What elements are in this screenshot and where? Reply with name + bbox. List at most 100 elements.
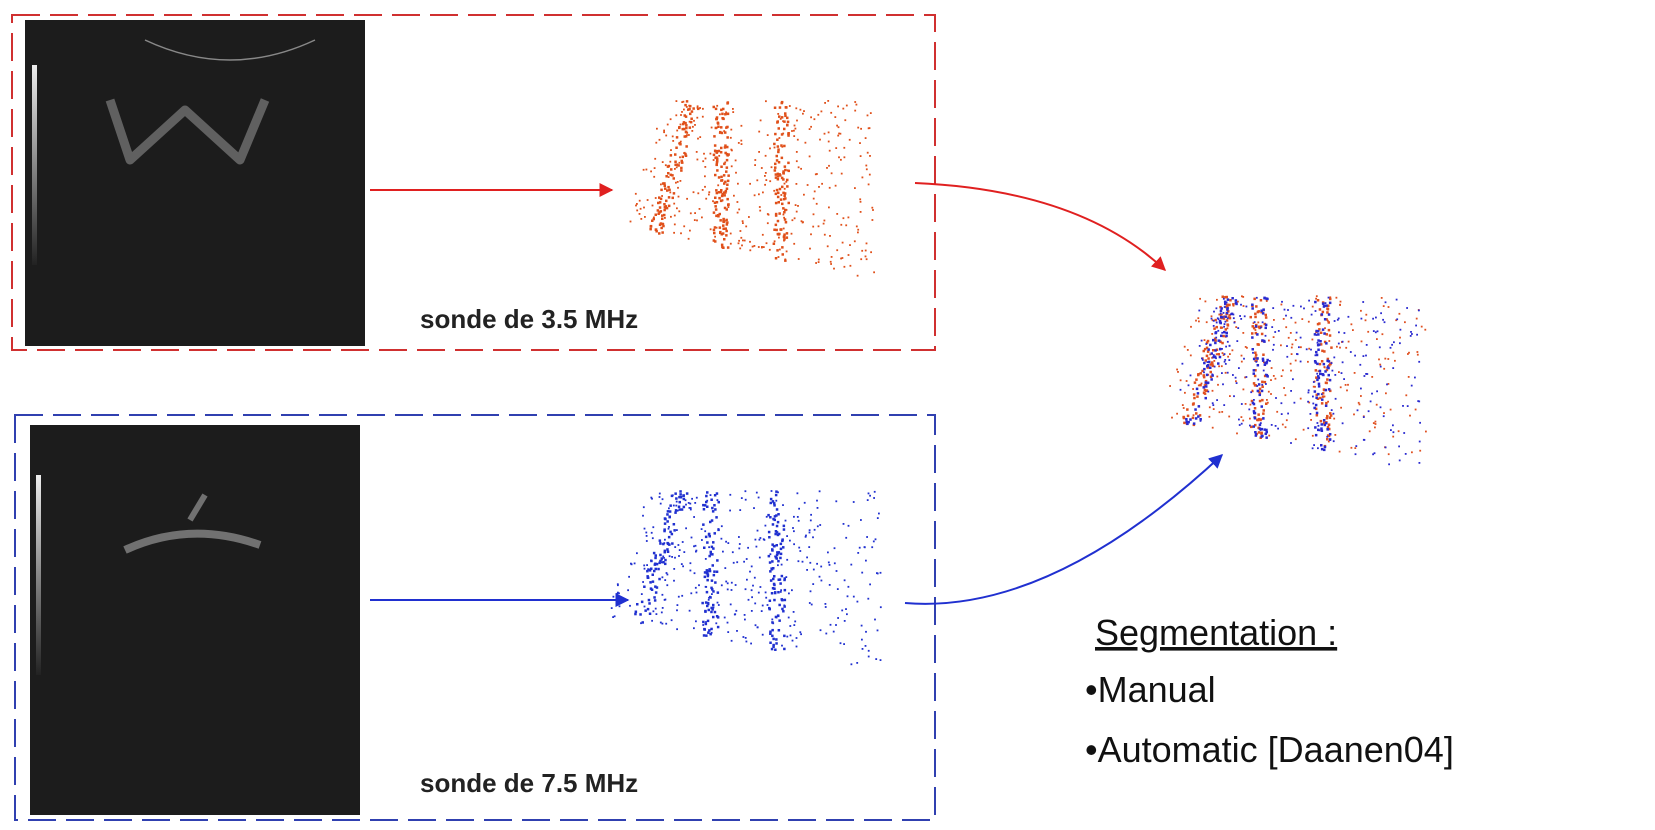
cloud-point (1265, 429, 1268, 432)
cloud-point (1354, 355, 1356, 357)
cloud-point (733, 562, 735, 564)
cloud-point (1236, 382, 1238, 384)
cloud-point (1199, 384, 1202, 387)
cloud-point (786, 636, 788, 638)
cloud-point (681, 101, 683, 103)
cloud-point (1317, 393, 1320, 396)
cloud-point (1321, 402, 1324, 405)
cloud-point (1398, 430, 1400, 432)
cloud-point (649, 581, 652, 584)
cloud-point (1326, 417, 1329, 420)
cloud-point (1409, 415, 1411, 417)
cloud-point (681, 160, 684, 163)
cloud-point (664, 559, 667, 562)
cloud-point (708, 194, 710, 196)
cloud-point (828, 132, 830, 134)
cloud-point (679, 508, 682, 511)
cloud-point (788, 202, 791, 205)
cloud-point (1240, 304, 1242, 306)
cloud-point (831, 172, 833, 174)
cloud-point (1282, 424, 1284, 426)
cloud-point (732, 108, 734, 110)
cloud-point (1372, 318, 1374, 320)
cloud-point (1333, 418, 1335, 420)
cloud-point (669, 531, 672, 534)
cloud-point (818, 261, 820, 263)
cloud-point (683, 225, 685, 227)
cloud-point (803, 194, 805, 196)
cloud-point (1363, 355, 1365, 357)
cloud-point (760, 120, 762, 122)
cloud-point (1363, 439, 1365, 441)
cloud-point (758, 151, 760, 153)
cloud-point (812, 536, 814, 538)
cloud-point (1321, 373, 1324, 376)
cloud-point (701, 217, 703, 219)
cloud-point (733, 195, 735, 197)
cloud-point (1273, 319, 1275, 321)
cloud-point (782, 546, 785, 549)
cloud-point (1225, 363, 1227, 365)
cloud-point (1418, 361, 1420, 363)
cloud-point (1342, 361, 1344, 363)
cloud-point (796, 211, 798, 213)
cloud-point (1381, 297, 1383, 299)
cloud-point (1312, 403, 1314, 405)
cloud-point (1325, 389, 1328, 392)
cloud-point (613, 596, 615, 598)
cloud-point (655, 197, 657, 199)
cloud-point (1214, 319, 1217, 322)
cloud-point (703, 634, 706, 637)
cloud-point (1383, 415, 1385, 417)
cloud-point (1194, 381, 1197, 384)
cloud-point (1405, 453, 1407, 455)
cloud-point (781, 608, 784, 611)
cloud-point (726, 136, 729, 139)
cloud-point (1317, 330, 1320, 333)
cloud-point (1328, 340, 1330, 342)
cloud-point (810, 233, 812, 235)
cloud-point (1211, 318, 1213, 320)
cloud-point (1283, 387, 1285, 389)
cloud-point (694, 572, 696, 574)
cloud-point (673, 203, 675, 205)
cloud-point (781, 177, 784, 180)
cloud-point (1373, 422, 1375, 424)
cloud-point (1206, 355, 1209, 358)
cloud-point (674, 224, 676, 226)
cloud-point (1264, 381, 1267, 384)
cloud-point (664, 579, 666, 581)
cloud-point (718, 176, 721, 179)
cloud-point (1339, 451, 1341, 453)
cloud-point (726, 198, 729, 201)
cloud-point (742, 222, 744, 224)
cloud-point (673, 177, 676, 180)
cloud-point (1329, 334, 1332, 337)
cloud-point (1382, 333, 1384, 335)
cloud-point (1209, 406, 1211, 408)
cloud-point (808, 546, 810, 548)
cloud-point (635, 205, 637, 207)
cloud-point (654, 563, 657, 566)
cloud-point (710, 587, 713, 590)
cloud-point (777, 192, 780, 195)
cloud-point (674, 546, 676, 548)
cloud-point (731, 589, 733, 591)
cloud-point (705, 558, 707, 560)
cloud-point (659, 496, 661, 498)
cloud-point (1385, 447, 1387, 449)
cloud-point (1329, 417, 1332, 420)
cloud-point (716, 164, 719, 167)
cloud-point (1300, 361, 1302, 363)
cloud-point (1323, 363, 1326, 366)
cloud-point (1227, 317, 1229, 319)
cloud-point (871, 546, 873, 548)
cloud-point (775, 193, 778, 196)
cloud-point (708, 546, 710, 548)
cloud-point (796, 637, 798, 639)
cloud-point (1209, 344, 1212, 347)
cloud-point (760, 537, 762, 539)
cloud-point (812, 226, 814, 228)
cloud-point (1314, 333, 1317, 336)
cloud-point (1211, 361, 1214, 364)
